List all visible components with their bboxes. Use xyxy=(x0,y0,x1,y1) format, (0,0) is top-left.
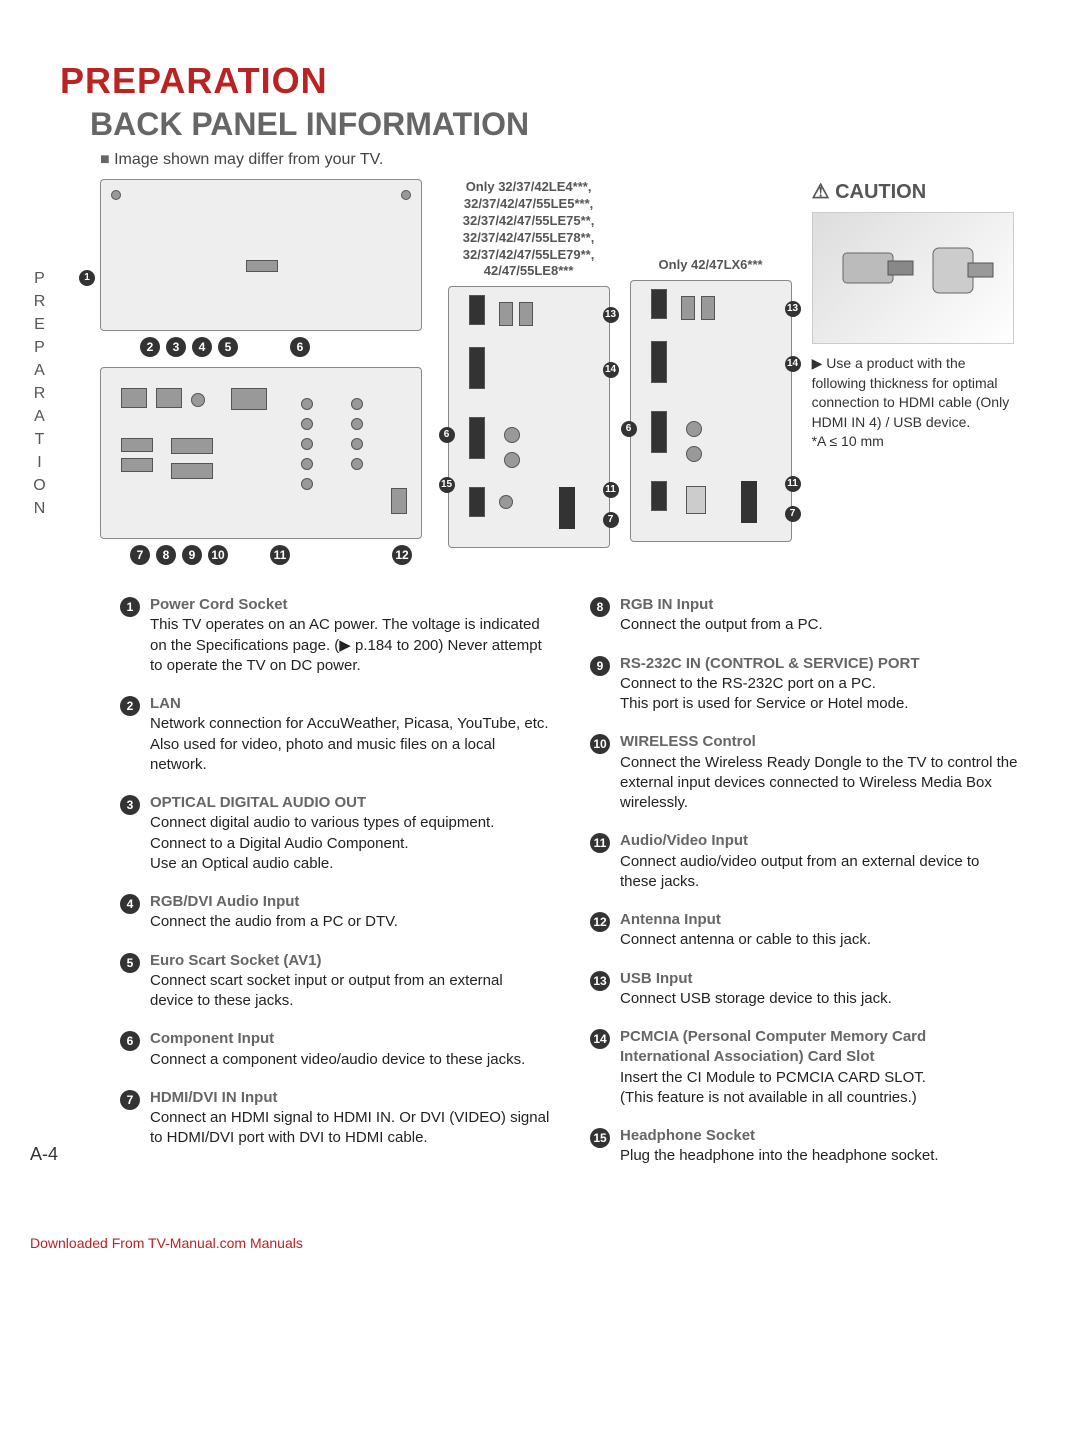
item-number-badge: 10 xyxy=(590,734,610,754)
model-label-a: Only 32/37/42LE4***, 32/37/42/47/55LE5**… xyxy=(448,179,610,280)
desc-item: 8 RGB IN InputConnect the output from a P… xyxy=(590,595,1020,636)
item-title: LAN xyxy=(150,694,550,714)
item-number-badge: 15 xyxy=(590,1128,610,1148)
caution-image xyxy=(812,212,1014,344)
page-number: A-4 xyxy=(30,1144,58,1165)
diagram-callout: 5 xyxy=(218,337,238,357)
item-number-badge: 3 xyxy=(120,795,140,815)
item-title: Audio/Video Input xyxy=(620,831,1020,851)
desc-item: 1 Power Cord SocketThis TV operates on an… xyxy=(120,595,550,676)
desc-item: 3 OPTICAL DIGITAL AUDIO OUTConnect digita… xyxy=(120,793,550,874)
desc-item: 14 PCMCIA (Personal Computer Memory Card … xyxy=(590,1027,1020,1108)
item-title: RGB/DVI Audio Input xyxy=(150,892,398,912)
diagram-callout: 3 xyxy=(166,337,186,357)
diagram-callout: 2 xyxy=(140,337,160,357)
desc-item: 4 RGB/DVI Audio InputConnect the audio fr… xyxy=(120,892,550,933)
item-title: Power Cord Socket xyxy=(150,595,550,615)
diagram-callout: 11 xyxy=(270,545,290,565)
diagram-callout: 10 xyxy=(208,545,228,565)
desc-item: 11 Audio/Video InputConnect audio/video o… xyxy=(590,831,1020,892)
desc-item: 5 Euro Scart Socket (AV1)Connect scart so… xyxy=(120,951,550,1012)
item-number-badge: 13 xyxy=(590,971,610,991)
desc-item: 15 Headphone SocketPlug the headphone int… xyxy=(590,1126,1020,1167)
item-title: OPTICAL DIGITAL AUDIO OUT xyxy=(150,793,494,813)
item-number-badge: 6 xyxy=(120,1031,140,1051)
item-title: Component Input xyxy=(150,1029,525,1049)
item-title: WIRELESS Control xyxy=(620,732,1020,752)
descriptions: 1 Power Cord SocketThis TV operates on an… xyxy=(120,595,1020,1185)
item-title: Headphone Socket xyxy=(620,1126,939,1146)
item-number-badge: 12 xyxy=(590,912,610,932)
footer-source: Downloaded From TV-Manual.com Manuals xyxy=(30,1235,1080,1251)
item-title: RS-232C IN (CONTROL & SERVICE) PORT xyxy=(620,654,920,674)
desc-item: 6 Component InputConnect a component vide… xyxy=(120,1029,550,1070)
item-number-badge: 1 xyxy=(120,597,140,617)
item-body: Connect scart socket input or output fro… xyxy=(150,971,550,1012)
item-title: Antenna Input xyxy=(620,910,871,930)
item-title: PCMCIA (Personal Computer Memory Card In… xyxy=(620,1027,1020,1068)
model-label-b: Only 42/47LX6*** xyxy=(630,257,792,274)
main-title: PREPARATION xyxy=(60,60,1020,102)
desc-item: 9 RS-232C IN (CONTROL & SERVICE) PORTConn… xyxy=(590,654,1020,715)
item-number-badge: 11 xyxy=(590,833,610,853)
item-number-badge: 2 xyxy=(120,696,140,716)
item-title: Euro Scart Socket (AV1) xyxy=(150,951,550,971)
item-number-badge: 7 xyxy=(120,1090,140,1110)
desc-item: 10 WIRELESS ControlConnect the Wireless R… xyxy=(590,732,1020,813)
item-body: Connect the Wireless Ready Dongle to the… xyxy=(620,753,1020,814)
item-body: Connect antenna or cable to this jack. xyxy=(620,930,871,950)
side-panel-diagram-a: 13 14 6 15 11 7 xyxy=(448,286,610,548)
item-body: Connect the audio from a PC or DTV. xyxy=(150,912,398,932)
item-number-badge: 9 xyxy=(590,656,610,676)
back-panel-diagram-bottom xyxy=(100,367,422,539)
item-number-badge: 5 xyxy=(120,953,140,973)
item-number-badge: 14 xyxy=(590,1029,610,1049)
item-body: Connect digital audio to various types o… xyxy=(150,813,494,874)
item-title: RGB IN Input xyxy=(620,595,823,615)
item-body: This TV operates on an AC power. The vol… xyxy=(150,615,550,676)
diagram-callout: 4 xyxy=(192,337,212,357)
diagram-area: 1 2 3 4 5 6 xyxy=(100,179,1020,565)
caution-title: CAUTION xyxy=(812,179,1020,204)
note-line: Image shown may differ from your TV. xyxy=(100,151,1020,169)
back-panel-diagram-top: 1 xyxy=(100,179,422,331)
diagram-callout: 12 xyxy=(392,545,412,565)
hdmi-cable-icon xyxy=(813,213,1013,343)
item-body: Connect an HDMI signal to HDMI IN. Or DV… xyxy=(150,1108,550,1149)
item-body: Network connection for AccuWeather, Pica… xyxy=(150,714,550,775)
desc-item: 2 LANNetwork connection for AccuWeather, … xyxy=(120,694,550,775)
side-panel-diagram-b: 13 14 6 11 7 xyxy=(630,280,792,542)
item-body: Connect USB storage device to this jack. xyxy=(620,989,892,1009)
diagram-callout: 6 xyxy=(290,337,310,357)
item-body: Connect a component video/audio device t… xyxy=(150,1050,525,1070)
desc-item: 12 Antenna InputConnect antenna or cable … xyxy=(590,910,1020,951)
item-body: Insert the CI Module to PCMCIA CARD SLOT… xyxy=(620,1068,1020,1109)
diagram-callout: 9 xyxy=(182,545,202,565)
sub-title: BACK PANEL INFORMATION xyxy=(90,106,1020,143)
desc-item: 7 HDMI/DVI IN InputConnect an HDMI signal… xyxy=(120,1088,550,1149)
item-number-badge: 4 xyxy=(120,894,140,914)
item-title: HDMI/DVI IN Input xyxy=(150,1088,550,1108)
diagram-callout: 7 xyxy=(130,545,150,565)
caution-text: Use a product with the following thickne… xyxy=(812,354,1020,452)
diagram-callout: 8 xyxy=(156,545,176,565)
item-number-badge: 8 xyxy=(590,597,610,617)
item-body: Plug the headphone into the headphone so… xyxy=(620,1146,939,1166)
item-body: Connect the output from a PC. xyxy=(620,615,823,635)
item-body: Connect audio/video output from an exter… xyxy=(620,852,1020,893)
item-body: Connect to the RS-232C port on a PC. Thi… xyxy=(620,674,920,715)
desc-item: 13 USB InputConnect USB storage device to… xyxy=(590,969,1020,1010)
item-title: USB Input xyxy=(620,969,892,989)
side-tab: PREPARATION xyxy=(30,270,48,523)
